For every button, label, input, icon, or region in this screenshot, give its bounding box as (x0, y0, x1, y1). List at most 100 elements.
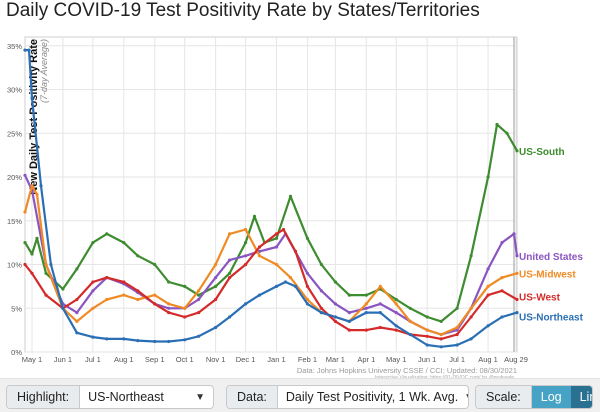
data-point (122, 337, 126, 341)
x-tick-label: May 1 (22, 355, 42, 364)
highlight-select[interactable]: Highlight: US-Northeast ▼ (6, 385, 214, 409)
log-scale-button[interactable]: Log (531, 386, 571, 408)
data-point (319, 306, 323, 310)
data-point (23, 210, 27, 214)
data-point (425, 343, 429, 347)
chevron-down-icon: ▼ (464, 392, 468, 403)
data-point (364, 306, 368, 310)
data-point (91, 335, 95, 339)
data-point (122, 241, 126, 245)
data-point (425, 334, 429, 338)
x-tick-label: Dec 1 (236, 355, 256, 364)
data-point (136, 297, 140, 302)
data-point (167, 339, 171, 344)
data-point (305, 302, 309, 306)
data-point (500, 315, 504, 319)
y-tick-label: 30% (7, 86, 22, 95)
data-point (244, 262, 248, 267)
data-point (214, 276, 218, 280)
data-point (23, 241, 27, 245)
x-tick-label: Jan 1 (267, 355, 285, 364)
data-point (167, 311, 171, 315)
data-point (305, 297, 309, 302)
y-tick-label: 0% (11, 348, 22, 357)
series-label: US-South (519, 147, 565, 158)
highlight-value: US-Northeast (88, 390, 164, 404)
data-point (515, 149, 519, 153)
data-point (394, 328, 398, 332)
data-select[interactable]: Data: Daily Test Positivity, 1 Wk. Avg. ▼ (226, 385, 469, 409)
data-point (30, 96, 34, 100)
data-point (91, 306, 95, 310)
x-tick-label: Jul 1 (449, 355, 465, 364)
x-tick-label: Aug 1 (478, 355, 498, 364)
data-point (515, 271, 519, 275)
series-label: US-Northeast (519, 313, 584, 324)
data-point (167, 306, 171, 310)
data-point (30, 271, 34, 275)
data-point (228, 315, 232, 319)
data-point (500, 241, 504, 245)
data-point (35, 236, 39, 240)
data-point (105, 276, 109, 280)
data-point (394, 311, 398, 315)
x-tick-label: Feb 1 (298, 355, 317, 364)
data-point (486, 267, 490, 271)
data-point (425, 328, 429, 332)
data-point (183, 338, 187, 342)
x-tick-label: Aug 29 (504, 355, 528, 364)
scale-toggle: Scale: Log Linear (475, 385, 593, 409)
chevron-down-icon: ▼ (195, 391, 205, 403)
data-point (252, 214, 257, 218)
data-point (122, 293, 126, 297)
data-point (153, 262, 157, 267)
data-point (75, 319, 79, 323)
data-point (23, 173, 27, 177)
scale-label: Scale: (476, 386, 532, 408)
data-point (197, 293, 201, 297)
data-point (183, 284, 187, 288)
data-point (455, 332, 459, 337)
data-point (136, 289, 140, 293)
data-point (293, 249, 298, 253)
data-point (515, 297, 519, 302)
data-point (408, 332, 412, 337)
data-point (257, 293, 262, 297)
data-point (274, 232, 279, 236)
data-point (91, 280, 95, 284)
data-point (61, 306, 65, 310)
data-point (486, 284, 490, 288)
credit-text: Interactive Visualization: https://91-DI… (375, 375, 517, 378)
data-point (293, 284, 298, 288)
data-point (228, 271, 232, 275)
data-point (136, 339, 140, 343)
data-point (394, 297, 398, 302)
data-point (364, 328, 368, 332)
data-point (378, 284, 382, 288)
data-point (105, 337, 109, 341)
data-point (257, 254, 262, 258)
data-point (183, 306, 187, 310)
data-point (23, 262, 27, 267)
data-point (75, 331, 79, 335)
data-point (244, 241, 248, 245)
data-point (153, 339, 157, 344)
data-point (288, 194, 293, 198)
x-tick-label: Oct 1 (176, 355, 194, 364)
data-point (244, 302, 248, 306)
data-point (347, 311, 351, 315)
data-point (27, 48, 31, 52)
data-point (288, 276, 293, 280)
x-tick-label: Sep 1 (145, 355, 165, 364)
data-point (364, 302, 368, 306)
data-point (515, 311, 519, 315)
data-point (394, 302, 398, 306)
data-point (257, 245, 262, 249)
data-point (500, 289, 504, 293)
linear-scale-button[interactable]: Linear (570, 386, 592, 408)
data-point (44, 293, 48, 297)
data-point (30, 184, 34, 188)
x-tick-label: Apr 1 (357, 355, 375, 364)
data-point (333, 315, 337, 319)
series-label: US-West (519, 293, 561, 304)
